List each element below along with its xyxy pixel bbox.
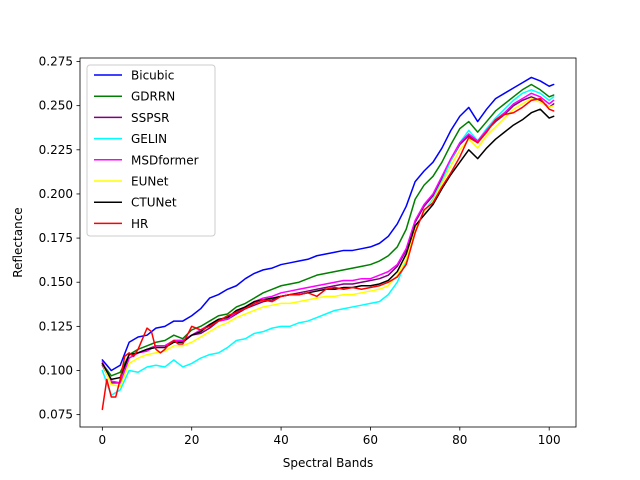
legend-label: Bicubic — [131, 69, 174, 83]
legend-label: GELIN — [131, 132, 167, 146]
legend-label: GDRRN — [131, 90, 175, 104]
x-axis-label: Spectral Bands — [283, 456, 373, 470]
y-tick-label: 0.175 — [39, 231, 73, 245]
x-tick-label: 40 — [273, 433, 288, 447]
y-tick-label: 0.200 — [39, 187, 73, 201]
legend-label: MSDformer — [131, 153, 199, 167]
y-tick-label: 0.275 — [39, 55, 73, 69]
y-tick-label: 0.125 — [39, 319, 73, 333]
legend-box — [86, 64, 216, 237]
series-layer — [101, 76, 555, 411]
y-tick-label: 0.075 — [39, 408, 73, 422]
plot-frame — [79, 57, 577, 428]
x-tick-label: 80 — [452, 433, 467, 447]
series-line-gdrrn — [101, 83, 555, 377]
y-tick-label: 0.100 — [39, 364, 73, 378]
y-tick-label: 0.250 — [39, 99, 73, 113]
x-tick-label: 100 — [538, 433, 561, 447]
legend-label: HR — [131, 217, 148, 231]
x-tick-label: 60 — [363, 433, 378, 447]
series-line-bicubic — [101, 76, 555, 372]
x-tick-label: 20 — [184, 433, 199, 447]
legend-label: EUNet — [131, 175, 169, 189]
x-axis-ticks: 0 20 40 60 80 100 — [99, 427, 561, 447]
series-line-eunet — [101, 97, 555, 388]
legend-label: SSPSR — [131, 111, 169, 125]
legend-label: CTUNet — [131, 196, 177, 210]
legend-entries: Bicubic GDRRN SSPSR GELIN MSDformer EUNet CTUN… — [94, 69, 199, 231]
y-axis-ticks: 0.075 0.100 0.125 0.150 0.175 0.200 0.225 0.250… — [39, 55, 80, 422]
series-line-ctunet — [101, 108, 555, 381]
series-line-hr — [101, 97, 555, 411]
x-tick-label: 0 — [99, 433, 107, 447]
series-line-msdformer — [101, 92, 555, 384]
legend: Bicubic GDRRN SSPSR GELIN MSDformer EUNet CTUN… — [86, 64, 216, 237]
y-tick-label: 0.225 — [39, 143, 73, 157]
y-tick-label: 0.150 — [39, 275, 73, 289]
y-axis-label: Reflectance — [11, 207, 25, 277]
